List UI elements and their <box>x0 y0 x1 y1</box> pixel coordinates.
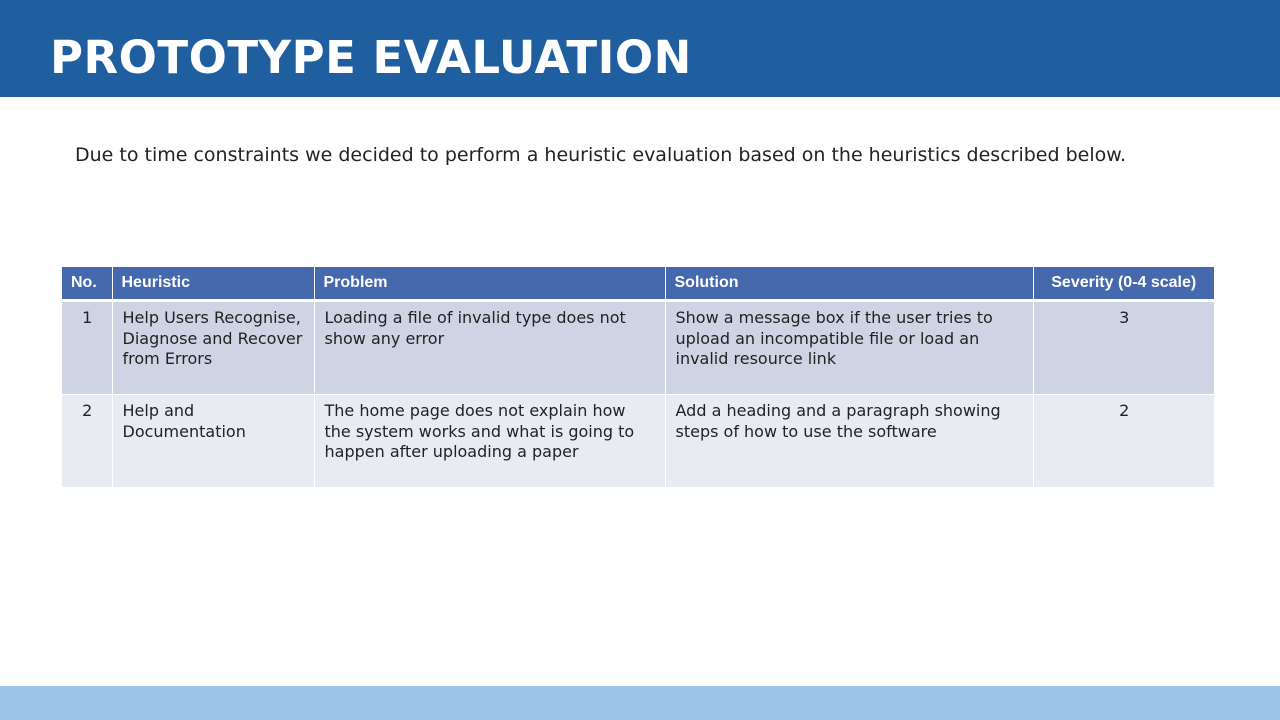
table-row: 1 Help Users Recognise, Diagnose and Rec… <box>62 300 1214 395</box>
cell-heuristic: Help and Documentation <box>112 394 315 488</box>
cell-no: 2 <box>62 394 113 488</box>
cell-heuristic: Help Users Recognise, Diagnose and Recov… <box>112 300 315 395</box>
column-header-heuristic: Heuristic <box>112 267 315 302</box>
cell-no: 1 <box>62 300 113 395</box>
column-header-solution: Solution <box>665 267 1034 302</box>
heuristic-evaluation-table: No. Heuristic Problem Solution Severity … <box>62 267 1214 488</box>
page-title: PROTOTYPE EVALUATION <box>50 31 692 84</box>
cell-problem: Loading a file of invalid type does not … <box>314 300 666 395</box>
cell-severity: 2 <box>1033 394 1214 488</box>
column-header-problem: Problem <box>314 267 666 302</box>
intro-paragraph: Due to time constraints we decided to pe… <box>75 144 1127 166</box>
cell-problem: The home page does not explain how the s… <box>314 394 666 488</box>
footer-bar <box>0 686 1280 720</box>
column-header-no: No. <box>62 267 113 302</box>
table-row: 2 Help and Documentation The home page d… <box>62 394 1214 488</box>
table-header-row: No. Heuristic Problem Solution Severity … <box>62 267 1214 302</box>
cell-solution: Show a message box if the user tries to … <box>665 300 1034 395</box>
header-bar: PROTOTYPE EVALUATION <box>0 0 1280 97</box>
cell-solution: Add a heading and a paragraph showing st… <box>665 394 1034 488</box>
cell-severity: 3 <box>1033 300 1214 395</box>
column-header-severity: Severity (0-4 scale) <box>1033 267 1214 302</box>
